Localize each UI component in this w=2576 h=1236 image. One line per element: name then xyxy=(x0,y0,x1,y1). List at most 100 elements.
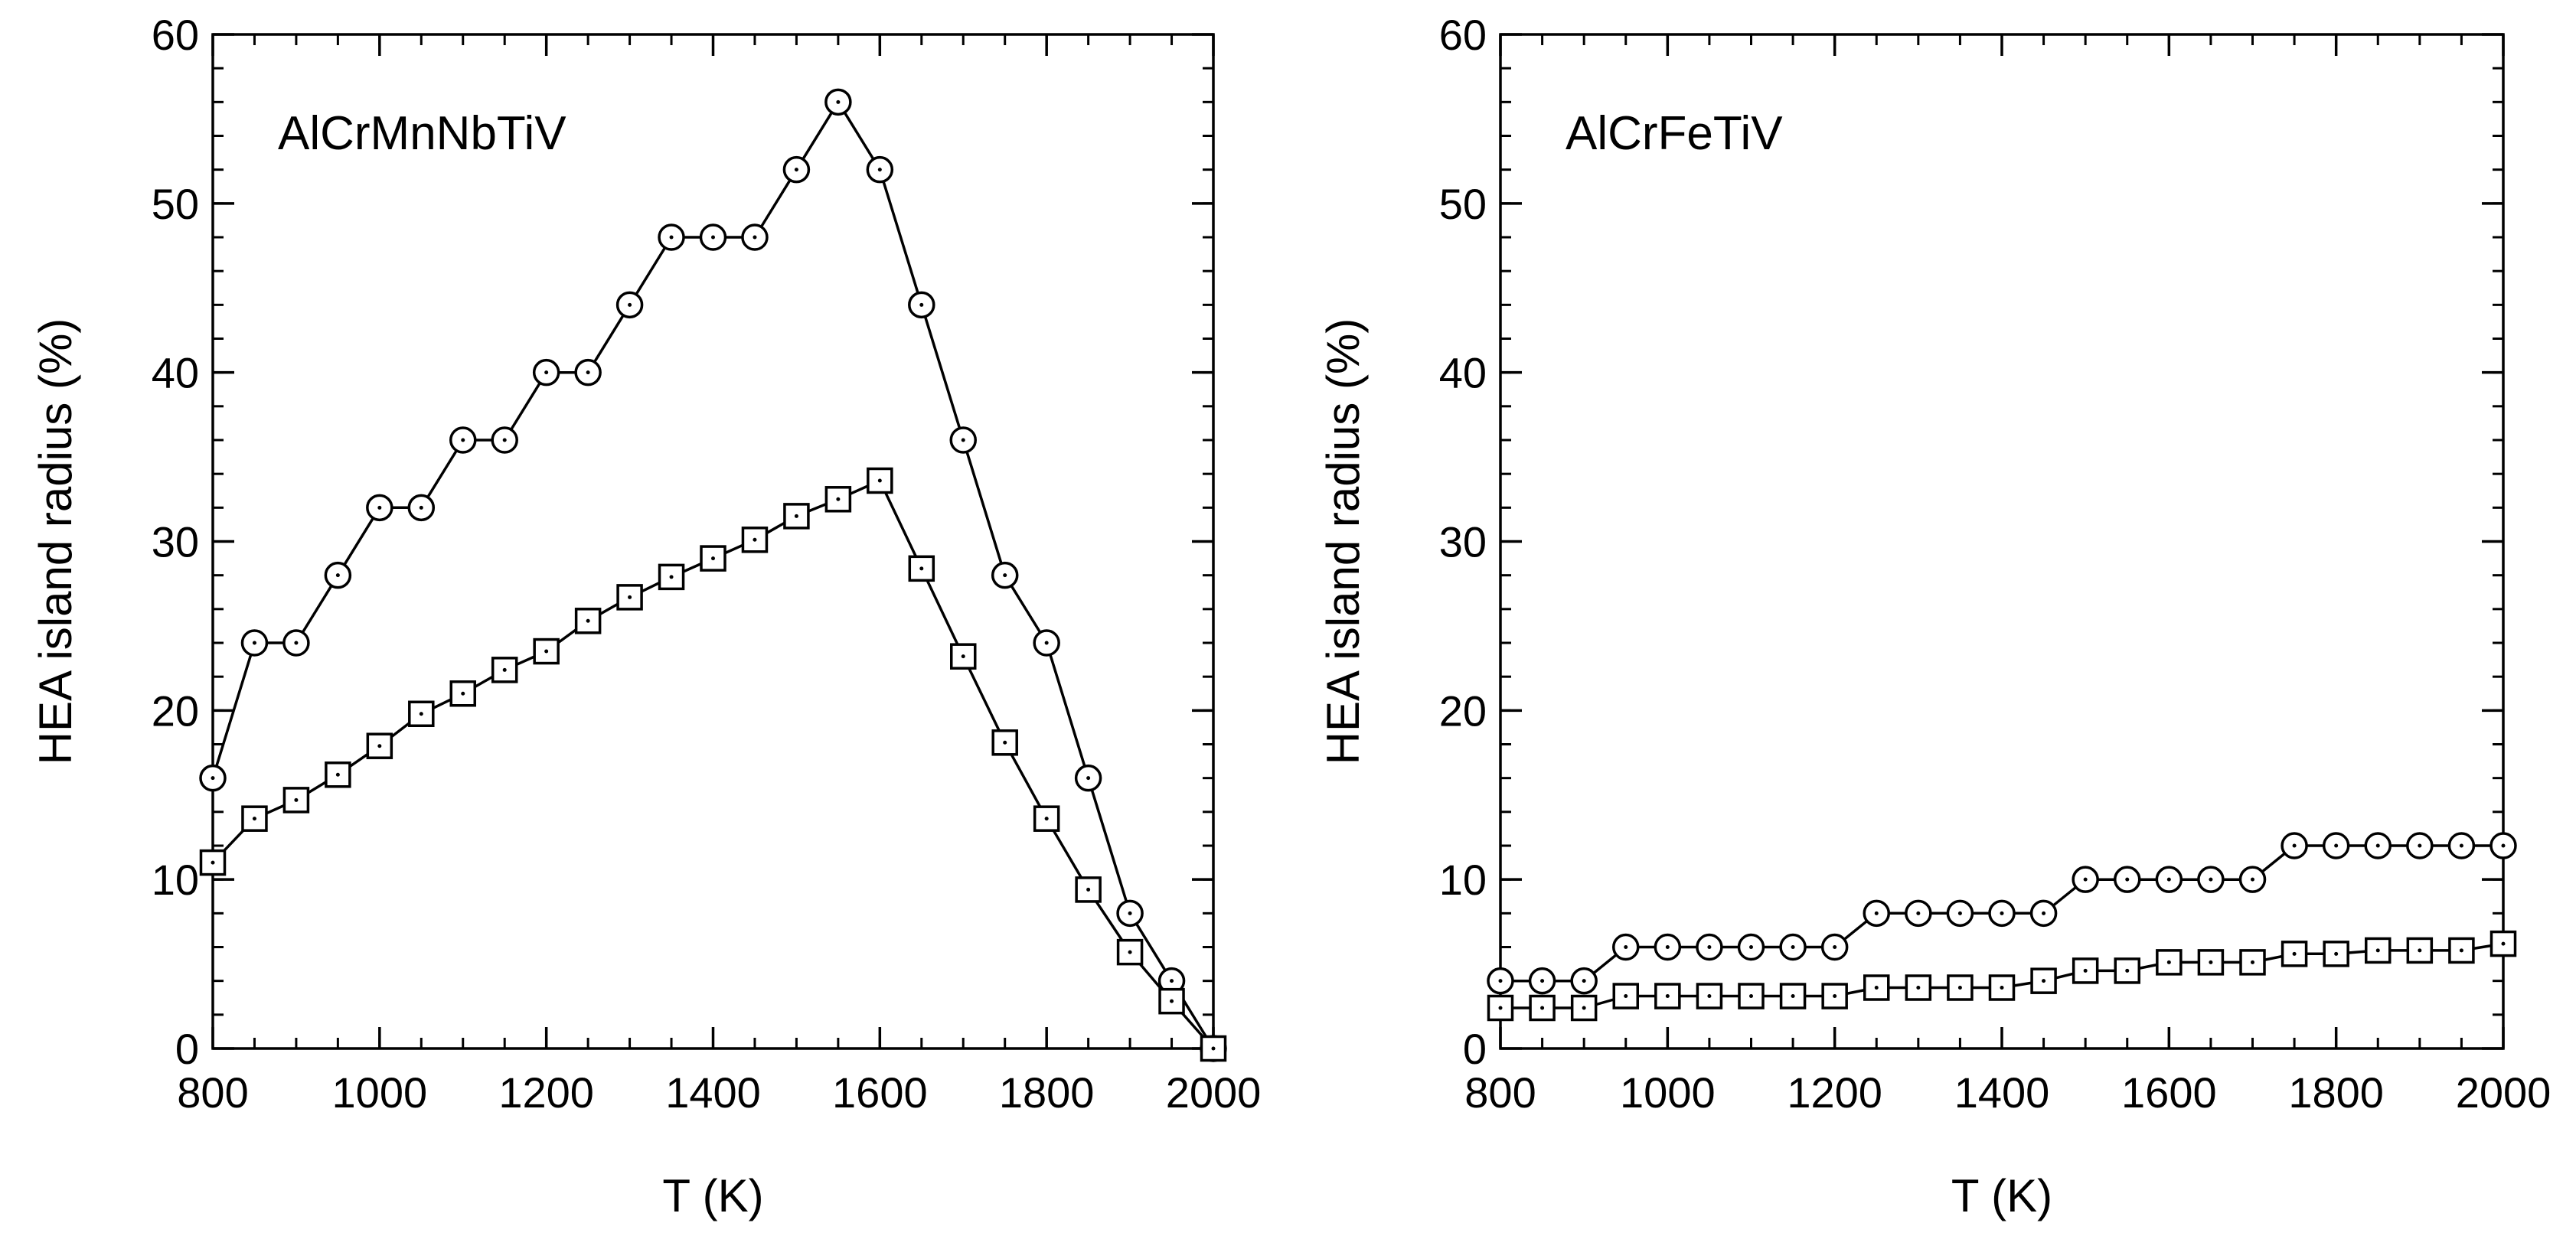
square-marker xyxy=(991,729,1018,756)
circle-marker xyxy=(282,629,310,657)
square-marker xyxy=(1696,983,1723,1009)
square-marker xyxy=(241,805,268,832)
circle-marker xyxy=(991,561,1019,589)
circle-marker xyxy=(407,494,436,522)
x-tick-label: 1800 xyxy=(2288,1068,2384,1117)
square-marker xyxy=(533,638,560,665)
y-tick-label: 0 xyxy=(175,1025,199,1073)
chart-panel-alcrmnnbtiv: 800 1000 1200 1400 1600 1800 2000 0 10 20 30 40 50 60… xyxy=(30,11,1261,1221)
circle-marker xyxy=(1696,933,1723,961)
y-tick-label: 10 xyxy=(1439,856,1487,904)
circle-marker xyxy=(1612,933,1640,961)
y-tick-label: 0 xyxy=(1463,1025,1487,1073)
circle-marker xyxy=(1737,933,1765,961)
square-marker xyxy=(1487,994,1514,1022)
x-tick-label: 1800 xyxy=(999,1068,1095,1117)
square-marker xyxy=(616,584,643,611)
y-tick-label: 60 xyxy=(1439,11,1487,59)
circle-marker xyxy=(2029,899,2058,928)
circle-marker xyxy=(1820,933,1849,961)
square-marker xyxy=(574,608,602,634)
circle-marker xyxy=(2238,866,2267,893)
circle-marker xyxy=(2281,832,2308,859)
x-tick-label: 1400 xyxy=(665,1068,761,1117)
square-marker xyxy=(1654,983,1681,1009)
circle-marker xyxy=(1033,629,1060,657)
circle-marker xyxy=(532,358,560,386)
x-tick-label: 1200 xyxy=(1787,1068,1882,1117)
square-marker xyxy=(1612,983,1639,1009)
square-marker xyxy=(1905,974,1932,1001)
square-marker xyxy=(1821,983,1848,1009)
circle-marker xyxy=(866,155,894,184)
circle-marker xyxy=(1074,764,1102,792)
square-marker xyxy=(1033,805,1060,832)
square-marker xyxy=(1947,974,1974,1001)
circle-marker xyxy=(240,629,269,657)
square-marker xyxy=(199,849,227,876)
circle-marker xyxy=(1570,967,1598,995)
square-marker xyxy=(2156,949,2183,976)
square-marker xyxy=(2239,949,2266,976)
x-tick-label: 2000 xyxy=(1166,1068,1262,1117)
circle-marker xyxy=(491,426,518,454)
square-marker xyxy=(2406,937,2434,964)
square-marker xyxy=(1863,974,1890,1001)
y-tick-label: 40 xyxy=(152,349,199,397)
square-marker xyxy=(950,643,977,670)
circle-marker xyxy=(908,291,935,319)
square-marker xyxy=(1570,994,1598,1022)
square-marker xyxy=(700,545,726,572)
circle-marker xyxy=(2406,832,2434,859)
circle-marker xyxy=(782,155,811,184)
circle-marker xyxy=(2155,866,2183,893)
square-marker xyxy=(658,563,685,591)
circle-marker xyxy=(366,494,393,522)
x-tick-label: 1200 xyxy=(498,1068,594,1117)
y-tick-label: 60 xyxy=(152,11,199,59)
circle-marker xyxy=(699,223,727,251)
circle-marker xyxy=(2322,832,2350,859)
square-marker xyxy=(2114,957,2140,984)
circle-marker xyxy=(1946,899,1974,928)
x-tick-label: 800 xyxy=(177,1068,248,1117)
square-marker xyxy=(783,503,810,530)
square-marker xyxy=(1529,994,1556,1022)
square-marker xyxy=(1075,876,1102,903)
x-tick-label: 800 xyxy=(1464,1068,1536,1117)
circle-marker xyxy=(658,223,685,251)
plot-frame xyxy=(1499,33,2505,1050)
x-axis-title: T (K) xyxy=(1951,1170,2052,1221)
square-marker xyxy=(408,700,435,727)
square-marker xyxy=(1158,987,1185,1015)
square-marker xyxy=(2448,937,2475,964)
circle-marker xyxy=(741,223,769,251)
square-marker xyxy=(2030,967,2057,994)
circle-marker xyxy=(949,426,977,454)
y-tick-label: 30 xyxy=(1439,518,1487,566)
square-marker xyxy=(491,657,518,683)
square-marker xyxy=(325,761,351,788)
square-marker xyxy=(2323,941,2349,967)
square-marker xyxy=(2281,941,2308,967)
circle-marker xyxy=(2114,866,2141,893)
circle-marker xyxy=(324,561,352,589)
square-marker xyxy=(1738,983,1765,1009)
square-marker xyxy=(1988,974,2016,1001)
circle-marker xyxy=(574,358,602,386)
square-marker xyxy=(366,732,393,759)
square-marker xyxy=(908,555,935,582)
circle-marker xyxy=(1116,899,1144,928)
y-axis-title: HEA island radius (%) xyxy=(1317,318,1369,765)
circle-marker xyxy=(1905,899,1932,928)
square-marker xyxy=(2197,949,2225,976)
chart-panel-alcrfetiv: 800 1000 1200 1400 1600 1800 2000 0 10 20 30 40 50 60… xyxy=(1317,11,2551,1221)
square-marker xyxy=(449,680,476,707)
square-marker xyxy=(1200,1035,1227,1062)
panel-label: AlCrMnNbTiV xyxy=(278,107,566,160)
x-tick-label: 1400 xyxy=(1954,1068,2050,1117)
circle-marker xyxy=(2197,866,2225,893)
square-marker xyxy=(1116,938,1144,966)
circle-marker xyxy=(2072,866,2099,893)
